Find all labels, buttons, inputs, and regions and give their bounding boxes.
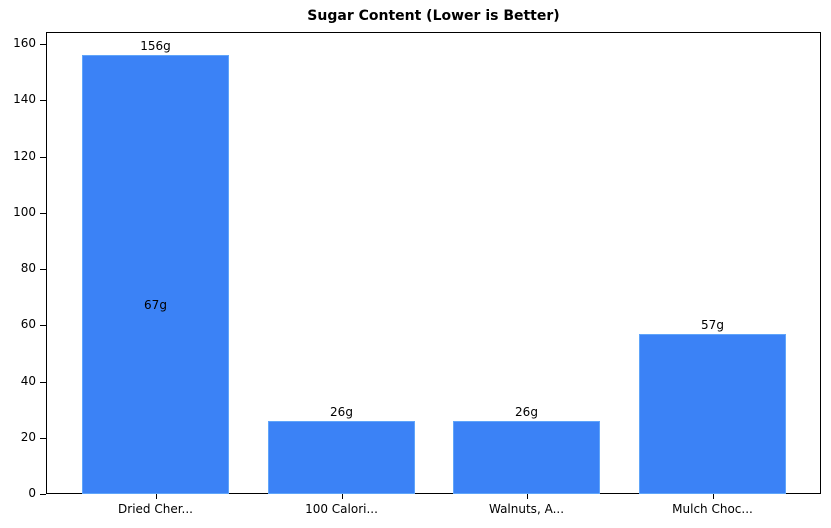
plot-area [46, 32, 821, 494]
y-tick [40, 381, 46, 383]
y-tick-label: 160 [13, 36, 36, 50]
chart-title: Sugar Content (Lower is Better) [307, 8, 560, 24]
y-tick [40, 44, 46, 45]
x-tick-label: Dried Cher... [118, 502, 193, 516]
x-tick [526, 494, 528, 499]
y-tick-label: 80 [20, 261, 36, 275]
y-tick [40, 156, 46, 158]
bar [268, 420, 415, 494]
annotation-label: 67g [144, 297, 167, 312]
y-tick-label: 100 [13, 204, 36, 219]
y-tick [40, 437, 46, 439]
x-tick-label: 100 Calori... [305, 502, 378, 516]
bar-value-label: 57g [701, 317, 724, 332]
x-tick [155, 494, 157, 499]
y-tick-label: 140 [13, 92, 36, 107]
bar [639, 333, 786, 494]
y-tick-label: 20 [20, 429, 36, 444]
y-tick-label: 40 [20, 373, 36, 388]
y-tick-label: 60 [20, 317, 36, 332]
y-tick-label: 120 [13, 148, 36, 163]
bar-value-label: 26g [330, 404, 353, 419]
y-tick [40, 325, 46, 327]
y-tick-label: 0 [28, 486, 36, 500]
bar-value-label: 26g [515, 404, 538, 419]
y-tick [40, 269, 46, 270]
y-tick [40, 494, 46, 495]
x-tick [341, 494, 343, 499]
y-tick [40, 100, 46, 102]
bar [82, 55, 229, 494]
x-tick [712, 494, 714, 499]
x-tick-label: Walnuts, A... [488, 502, 565, 516]
x-tick-label: Mulch Choc... [672, 502, 753, 516]
bar [453, 420, 600, 494]
bar-value-label: 156g [140, 39, 171, 54]
y-tick [40, 212, 46, 214]
